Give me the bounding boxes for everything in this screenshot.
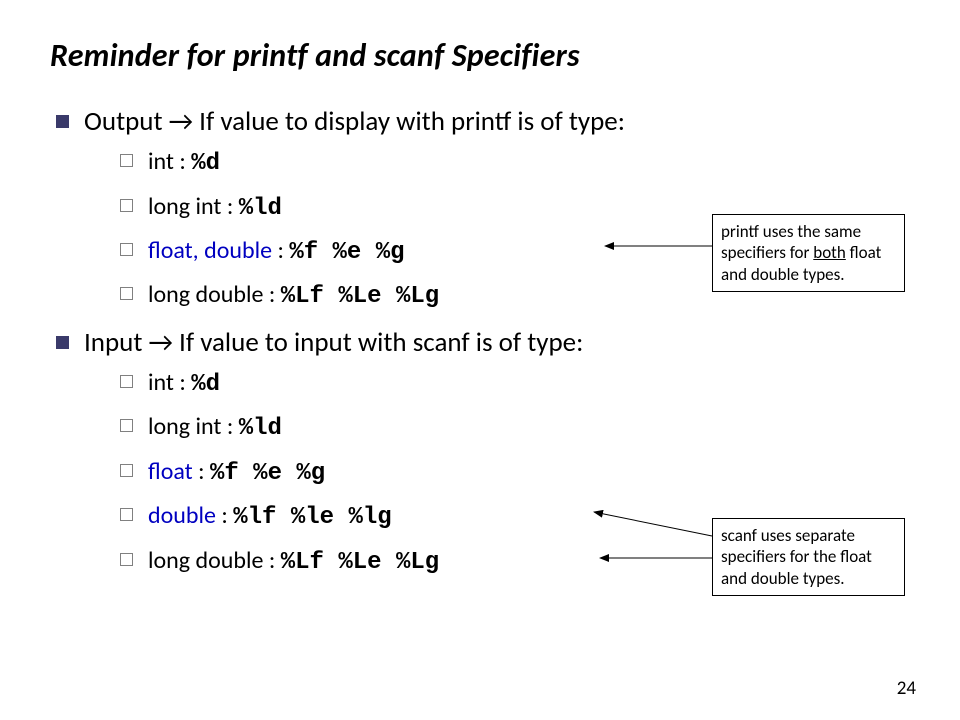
sep: : [263,280,280,309]
specifier: %Lf %Le %Lg [281,283,439,310]
specifier: %f %e %g [289,239,404,266]
specifier: %ld [239,195,282,222]
type-label: long double [148,546,263,575]
sep: : [263,546,280,575]
page-number: 24 [897,677,916,700]
type-label: int [148,147,174,176]
sep: : [174,368,191,397]
sep: : [216,501,233,530]
type-keyword: float [148,457,193,486]
sep: : [174,147,191,176]
type-label: int [148,368,174,397]
input-item-int: int : %d [120,367,910,401]
specifier: %Lf %Le %Lg [281,549,439,576]
input-item-longint: long int : %ld [120,411,910,445]
specifier: %d [191,150,220,177]
specifier: %lf %le %lg [233,504,391,531]
type-keyword: double [148,501,216,530]
type-keyword: float, double [148,236,272,265]
sep: : [221,412,238,441]
specifier: %f %e %g [210,460,325,487]
callout-printf: printf uses the same specifiers for both… [712,214,905,292]
input-item-float: float : %f %e %g [120,456,910,490]
type-label: long int [148,192,221,221]
slide: Reminder for printf and scanf Specifiers… [0,0,960,720]
bullet-output-text: Output → If value to display with printf… [84,105,625,138]
bullet-input-text: Input → If value to input with scanf is … [84,326,583,359]
slide-title: Reminder for printf and scanf Specifiers [50,36,910,75]
callout-printf-u: both [813,242,846,263]
specifier: %d [191,371,220,398]
sep: : [193,457,210,486]
specifier: %ld [239,415,282,442]
bullet-list: Output → If value to display with printf… [50,103,910,579]
sep: : [272,236,289,265]
type-label: long int [148,412,221,441]
output-item-int: int : %d [120,146,910,180]
sep: : [221,192,238,221]
callout-scanf-text: scanf uses separate specifiers for the f… [721,525,872,589]
callout-scanf: scanf uses separate specifiers for the f… [712,518,905,596]
type-label: long double [148,280,263,309]
